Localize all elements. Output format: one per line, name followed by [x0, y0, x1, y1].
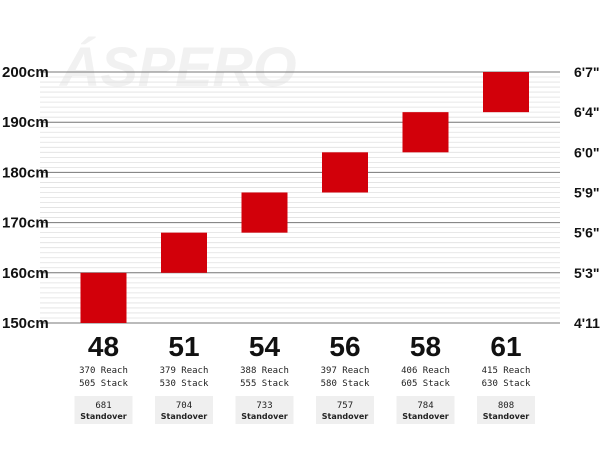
y-tick-label-right: 4'11" [574, 315, 600, 331]
size-54-height-range-bar [241, 192, 288, 233]
y-tick-label-left: 160cm [2, 265, 49, 282]
size-61-height-range-bar [483, 72, 529, 113]
standover-value: 808 [498, 401, 514, 411]
y-tick-label-right: 5'9" [574, 184, 600, 200]
standover-value: 757 [337, 401, 353, 411]
stack-label: 580 Stack [321, 379, 370, 389]
brand-watermark: ÁSPERO [58, 35, 297, 98]
y-tick-label-right: 6'7" [574, 64, 600, 80]
reach-label: 397 Reach [321, 366, 370, 376]
stack-label: 530 Stack [160, 379, 209, 389]
standover-value: 784 [417, 401, 433, 411]
y-tick-label-right: 5'3" [574, 265, 600, 281]
standover-value: 681 [95, 401, 111, 411]
standover-label: Standover [80, 412, 127, 421]
y-axis-left-cm: 150cm 160cm 170cm 180cm 190cm 200cm [2, 64, 49, 332]
reach-label: 415 Reach [482, 366, 531, 376]
size-56-height-range-bar [322, 152, 368, 193]
stack-label: 605 Stack [401, 379, 450, 389]
y-tick-label-left: 150cm [2, 315, 49, 332]
y-tick-label-left: 200cm [2, 64, 49, 81]
frame-size-label: 54 [249, 331, 281, 362]
stack-label: 505 Stack [79, 379, 128, 389]
reach-label: 379 Reach [160, 366, 209, 376]
standover-label: Standover [402, 412, 449, 421]
standover-box [235, 396, 294, 424]
standover-label: Standover [483, 412, 530, 421]
standover-box [396, 396, 455, 424]
y-axis-right-feet: 4'11" 5'3" 5'6" 5'9" 6'0" 6'4" 6'7" [574, 64, 600, 331]
frame-size-label: 51 [168, 331, 199, 362]
size-48-height-range-bar [80, 272, 127, 323]
standover-box [316, 396, 374, 424]
standover-label: Standover [322, 412, 369, 421]
standover-box [155, 396, 213, 424]
y-tick-label-left: 190cm [2, 114, 49, 131]
stack-label: 630 Stack [482, 379, 531, 389]
size-51-height-range-bar [161, 232, 207, 273]
frame-size-label: 48 [88, 331, 119, 362]
y-tick-label-right: 5'6" [574, 225, 600, 241]
stack-label: 555 Stack [240, 379, 289, 389]
standover-label: Standover [161, 412, 208, 421]
frame-size-label: 56 [329, 331, 360, 362]
size-58-height-range-bar [402, 112, 449, 153]
size-range-bars [80, 72, 529, 323]
standover-box [477, 396, 535, 424]
reach-label: 370 Reach [79, 366, 128, 376]
y-tick-label-left: 180cm [2, 164, 49, 181]
standover-value: 704 [176, 401, 192, 411]
standover-box [74, 396, 133, 424]
frame-size-label: 58 [410, 331, 441, 362]
standover-label: Standover [241, 412, 288, 421]
standover-value: 733 [256, 401, 272, 411]
y-tick-label-right: 6'4" [574, 104, 600, 120]
grid-lines [40, 71, 560, 324]
y-tick-label-right: 6'0" [574, 144, 600, 160]
reach-label: 406 Reach [401, 366, 450, 376]
frame-size-label: 61 [490, 331, 521, 362]
y-tick-label-left: 170cm [2, 215, 49, 232]
reach-label: 388 Reach [240, 366, 289, 376]
